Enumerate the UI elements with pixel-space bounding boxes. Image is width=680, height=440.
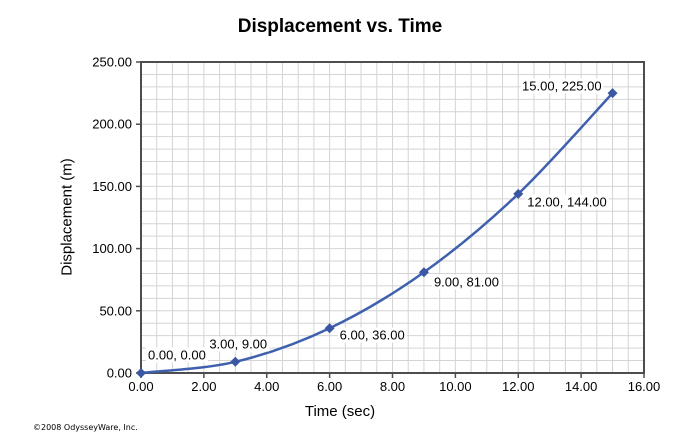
x-tick-label: 12.00	[502, 379, 535, 394]
y-tick-label: 100.00	[92, 241, 132, 256]
x-tick-label: 14.00	[565, 379, 598, 394]
chart-title: Displacement vs. Time	[237, 16, 443, 37]
copyright-text: ©2008 OdysseyWare, Inc.	[33, 423, 138, 432]
x-tick-label: 10.00	[439, 379, 472, 394]
data-point-marker	[324, 323, 335, 334]
data-point-marker	[230, 356, 241, 367]
x-tick-label: 6.00	[317, 379, 342, 394]
x-tick-label: 0.00	[128, 379, 153, 394]
x-tick-label: 4.00	[254, 379, 279, 394]
point-label: 15.00, 225.00	[520, 78, 604, 94]
x-tick-label: 8.00	[380, 379, 405, 394]
point-label: 9.00, 81.00	[431, 274, 501, 290]
y-tick-label: 150.00	[92, 179, 132, 194]
point-label: 0.00, 0.00	[146, 347, 208, 363]
y-axis-title: Displacement (m)	[58, 158, 76, 276]
x-tick-label: 2.00	[191, 379, 216, 394]
point-label: 12.00, 144.00	[525, 194, 609, 210]
gridlines	[140, 61, 645, 374]
data-point-marker	[418, 267, 429, 278]
y-tick-label: 200.00	[92, 117, 132, 132]
data-point-marker	[513, 188, 524, 199]
data-point-marker	[136, 368, 146, 378]
data-point-marker	[607, 88, 618, 99]
x-tick-label: 16.00	[628, 379, 661, 394]
point-label: 6.00, 36.00	[337, 327, 407, 343]
y-tick-label: 0.00	[107, 366, 132, 381]
axis-tick-labels: 0.00 2.00 4.00 6.00 8.00 10.00 12.00 14.00 16.00…	[92, 55, 660, 395]
data-point-markers	[136, 88, 618, 378]
y-tick-label: 50.00	[99, 303, 132, 318]
y-tick-label: 250.00	[92, 55, 132, 70]
x-axis-title: Time (sec)	[304, 403, 376, 420]
point-label: 3.00, 9.00	[207, 336, 270, 352]
